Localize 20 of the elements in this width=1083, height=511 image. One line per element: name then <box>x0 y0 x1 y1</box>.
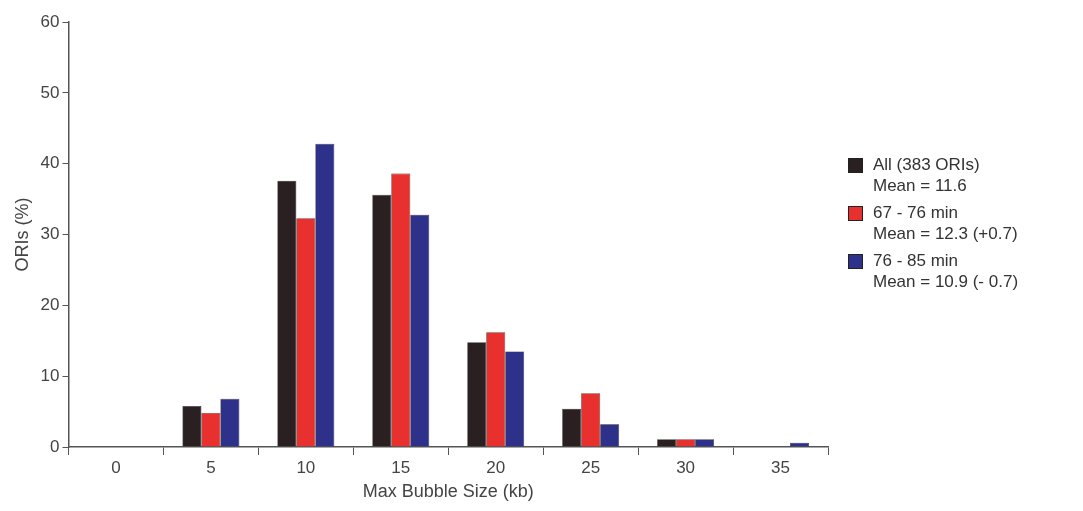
y-tick-label: 10 <box>40 365 60 385</box>
x-tick-label: 10 <box>296 457 316 477</box>
x-tick-label: 5 <box>206 457 216 477</box>
y-tick-label: 50 <box>40 82 60 102</box>
legend-label: All (383 ORIs) Mean = 11.6 <box>873 153 980 196</box>
y-axis-title: ORIs (%) <box>11 197 32 272</box>
y-tick-label: 20 <box>40 295 60 315</box>
y-tick-label: 40 <box>40 153 60 173</box>
y-tick-label: 60 <box>40 11 60 31</box>
x-tick-label: 30 <box>676 457 696 477</box>
x-tick-label: 15 <box>391 457 411 477</box>
x-tick-label: 35 <box>771 457 790 477</box>
y-tick-label: 0 <box>50 436 60 456</box>
x-tick-label: 20 <box>486 457 506 477</box>
y-tick-label: 30 <box>40 224 60 244</box>
x-axis-title: Max Bubble Size (kb) <box>362 481 534 502</box>
legend-label: 76 - 85 min Mean = 10.9 (- 0.7) <box>873 249 1019 292</box>
legend-label: 67 - 76 min Mean = 12.3 (+0.7) <box>873 201 1018 244</box>
x-tick-label: 25 <box>581 457 601 477</box>
x-tick-label: 0 <box>111 457 121 477</box>
